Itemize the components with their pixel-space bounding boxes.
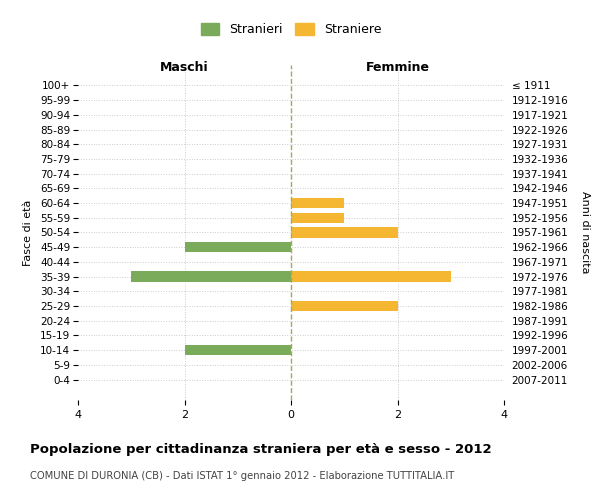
Bar bbox=[185, 345, 291, 356]
Bar bbox=[291, 301, 398, 311]
Bar bbox=[291, 212, 344, 223]
Legend: Stranieri, Straniere: Stranieri, Straniere bbox=[196, 18, 386, 42]
Bar bbox=[131, 272, 291, 282]
Text: COMUNE DI DURONIA (CB) - Dati ISTAT 1° gennaio 2012 - Elaborazione TUTTITALIA.IT: COMUNE DI DURONIA (CB) - Dati ISTAT 1° g… bbox=[30, 471, 454, 481]
Bar bbox=[185, 242, 291, 252]
Text: Maschi: Maschi bbox=[160, 60, 209, 74]
Bar bbox=[291, 272, 451, 282]
Y-axis label: Fasce di età: Fasce di età bbox=[23, 200, 33, 266]
Text: Popolazione per cittadinanza straniera per età e sesso - 2012: Popolazione per cittadinanza straniera p… bbox=[30, 442, 491, 456]
Bar bbox=[291, 228, 398, 237]
Text: Femmine: Femmine bbox=[365, 60, 430, 74]
Bar bbox=[291, 198, 344, 208]
Y-axis label: Anni di nascita: Anni di nascita bbox=[580, 191, 590, 274]
